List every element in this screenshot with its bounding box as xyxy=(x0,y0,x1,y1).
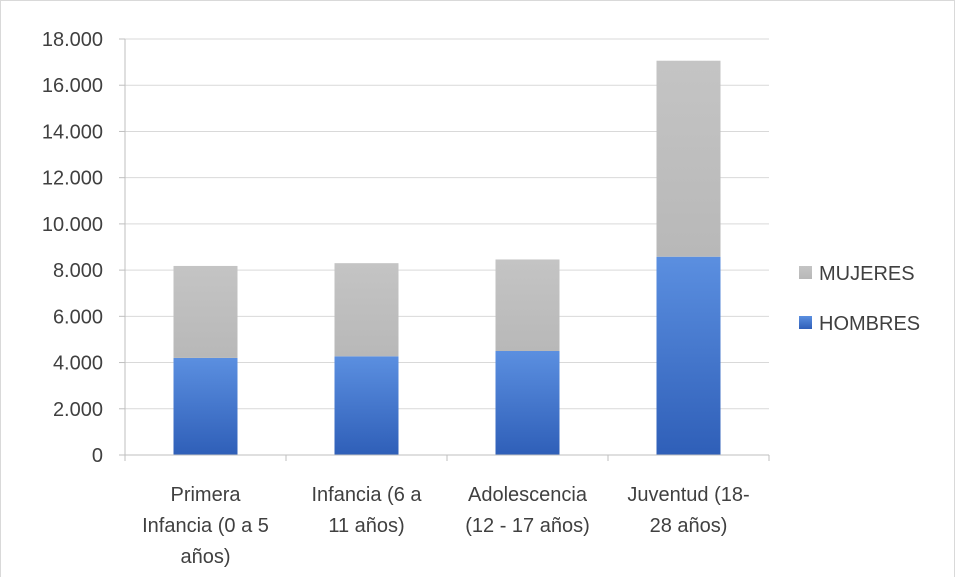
y-tick-label: 12.000 xyxy=(42,168,103,190)
x-tick-label: (12 - 17 años) xyxy=(465,515,590,537)
legend-label-mujeres: MUJERES xyxy=(819,263,915,285)
x-tick-label: Juventud (18- xyxy=(627,484,749,506)
bars xyxy=(173,60,721,455)
legend-swatch-mujeres xyxy=(799,266,812,279)
y-tick-label: 0 xyxy=(92,445,103,467)
y-tick-label: 6.000 xyxy=(53,306,103,328)
y-tick-label: 2.000 xyxy=(53,399,103,421)
x-tick-label: años) xyxy=(180,546,230,568)
y-tick-label: 10.000 xyxy=(42,214,103,236)
bar-hombres-0 xyxy=(173,357,238,455)
x-tick-label: 11 años) xyxy=(328,515,404,537)
x-axis-labels: Primera Infancia (0 a 5 años) Infancia (6 a… xyxy=(142,484,750,568)
bar-mujeres-2 xyxy=(495,259,560,351)
x-tick-label: Infancia (6 a xyxy=(311,484,422,506)
y-tick-label: 18.000 xyxy=(42,29,103,51)
bar-mujeres-1 xyxy=(334,263,399,357)
y-tick-label: 14.000 xyxy=(42,121,103,143)
x-tick-label: Adolescencia xyxy=(468,484,588,506)
y-axis-ticks: 0 2.000 4.000 6.000 8.000 10.000 12.000 14.000 1… xyxy=(42,29,103,467)
legend-swatch-hombres xyxy=(799,316,812,329)
axes xyxy=(119,38,770,461)
x-tick-label: 28 años) xyxy=(650,515,728,537)
y-tick-label: 4.000 xyxy=(53,353,103,375)
x-tick-label: Primera xyxy=(170,484,241,506)
bar-hombres-3 xyxy=(656,256,721,455)
x-tick-label: Infancia (0 a 5 xyxy=(142,515,269,537)
legend: MUJERES HOMBRES xyxy=(799,263,920,335)
y-tick-label: 8.000 xyxy=(53,260,103,282)
bar-hombres-2 xyxy=(495,351,560,455)
bar-mujeres-0 xyxy=(173,265,238,358)
bar-mujeres-3 xyxy=(656,60,721,257)
bar-hombres-1 xyxy=(334,356,399,455)
y-tick-label: 16.000 xyxy=(42,75,103,97)
legend-label-hombres: HOMBRES xyxy=(819,313,920,335)
